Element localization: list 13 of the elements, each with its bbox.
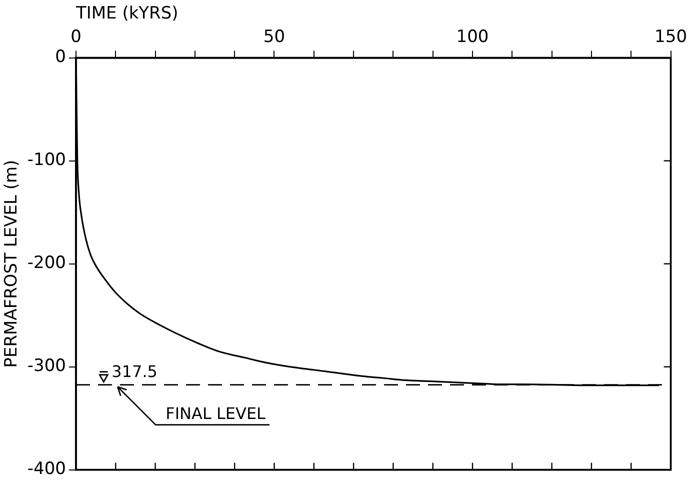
y-axis-title: PERMAFROST LEVEL (m) <box>2 160 22 368</box>
x-tick-label: 50 <box>263 27 286 48</box>
x-tick-label: 100 <box>456 27 489 48</box>
x-tick-label: 150 <box>654 27 688 48</box>
x-axis-title: TIME (kYRS) <box>74 4 178 24</box>
x-tick-label: 0 <box>70 27 82 48</box>
y-tick-label: 0 <box>55 47 66 68</box>
y-tick-label: -400 <box>27 459 66 480</box>
y-tick-label: -200 <box>27 253 66 274</box>
y-tick-label: -300 <box>27 356 66 376</box>
annotation: FINAL LEVEL <box>166 404 266 423</box>
y-tick-label: -100 <box>27 150 66 170</box>
annotation: 317.5 <box>112 362 158 381</box>
